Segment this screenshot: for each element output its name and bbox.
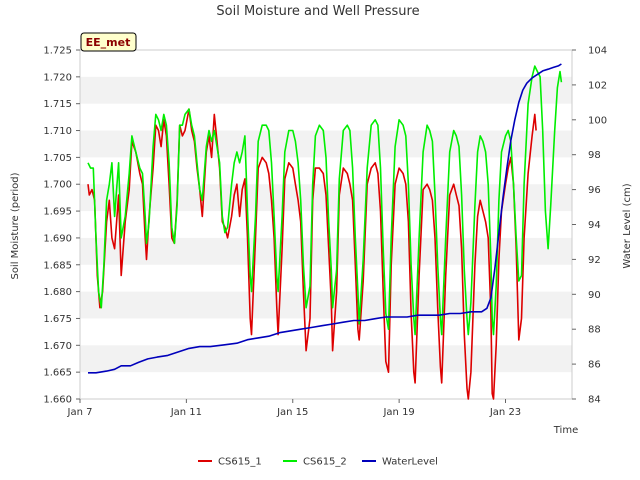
y2-tick-label: 88 [588, 325, 601, 336]
chart-title: Soil Moisture and Well Pressure [216, 4, 419, 19]
y-axis-label: Soil Moisture (period) [10, 172, 21, 279]
x-tick-label: Jan 7 [67, 407, 93, 418]
y-tick-label: 1.675 [43, 314, 72, 325]
y-tick-label: 1.690 [43, 233, 72, 244]
y-tick-label: 1.715 [43, 99, 72, 110]
y2-tick-label: 86 [588, 360, 601, 371]
grid-band [80, 76, 572, 104]
y-tick-label: 1.680 [43, 287, 72, 298]
x-tick-label: Jan 11 [170, 407, 202, 418]
station-badge: EE_met [80, 32, 137, 52]
x-tick-label: Jan 19 [382, 407, 414, 418]
y2-tick-label: 92 [588, 255, 601, 266]
y-tick-label: 1.670 [43, 341, 72, 352]
series-line-cs615-2 [87, 65, 563, 336]
y2-tick-label: 102 [588, 80, 607, 91]
y2-tick-label: 98 [588, 150, 601, 161]
x-axis: Jan 7 Jan 11 Jan 15 Jan 19 Jan 23 [67, 399, 521, 418]
y-tick-label: 1.665 [43, 368, 72, 379]
y-tick-label: 1.700 [43, 180, 72, 191]
y2-tick-label: 84 [588, 395, 601, 406]
legend-label-cs615-2: CS615_2 [303, 457, 347, 468]
y-tick-label: 1.685 [43, 260, 72, 271]
y2-tick-label: 104 [588, 46, 607, 57]
y2-axis-label: Water Level (cm) [622, 183, 633, 268]
x-tick-label: Jan 15 [276, 407, 308, 418]
y2-tick-label: 100 [588, 115, 607, 126]
y-tick-label: 1.695 [43, 207, 72, 218]
station-badge-text: EE_met [86, 36, 131, 49]
y2-tick-label: 90 [588, 290, 601, 301]
y2-tick-label: 94 [588, 220, 601, 231]
y-axis-right: 84 86 88 90 92 94 96 98 100 102 104 [572, 46, 607, 406]
y-tick-label: 1.720 [43, 72, 72, 83]
y-tick-label: 1.710 [43, 126, 72, 137]
legend: CS615_1 CS615_2 WaterLevel [198, 457, 438, 468]
x-tick-label: Jan 23 [489, 407, 521, 418]
y2-tick-label: 96 [588, 185, 601, 196]
series-lines [87, 63, 563, 400]
y-tick-label: 1.725 [43, 46, 72, 57]
series-line-waterlevel [88, 63, 562, 374]
grid-band [80, 345, 572, 373]
y-tick-label: 1.660 [43, 395, 72, 406]
y-axis-left: 1.660 1.665 1.670 1.675 1.680 1.685 1.690 1.695… [43, 46, 80, 406]
legend-label-cs615-1: CS615_1 [218, 457, 262, 468]
y-tick-label: 1.705 [43, 153, 72, 164]
x-axis-label: Time [553, 425, 578, 436]
legend-label-waterlevel: WaterLevel [382, 457, 438, 468]
station-badge-box [80, 32, 137, 52]
